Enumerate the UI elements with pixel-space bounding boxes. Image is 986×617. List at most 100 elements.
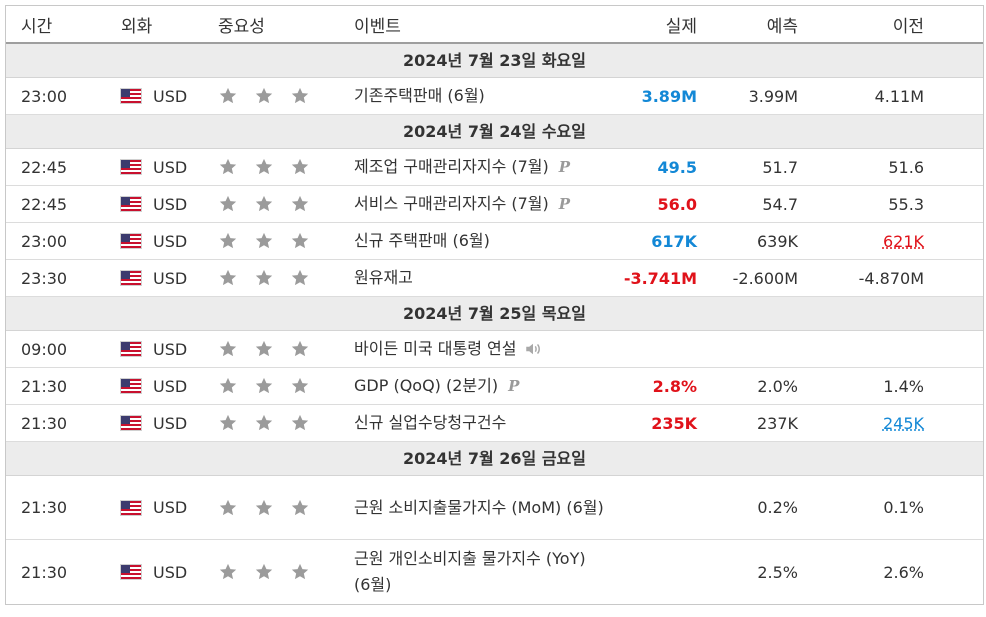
event-name[interactable]: 신규 주택판매 (6월)	[354, 231, 490, 250]
previous-text[interactable]: 245K	[882, 413, 924, 433]
star-icon	[290, 268, 310, 288]
event-time: 21:30	[21, 413, 68, 433]
forecast-value: 51.7	[762, 157, 798, 177]
star-icon	[218, 86, 238, 106]
previous-value: 1.4%	[806, 368, 924, 404]
star-icon	[290, 498, 310, 518]
us-flag-icon	[121, 234, 141, 248]
event-time: 23:30	[21, 268, 68, 288]
star-icon	[290, 231, 310, 251]
forecast-value: 237K	[756, 413, 798, 433]
event-cell: 신규 실업수당청구건수	[354, 405, 614, 441]
preliminary-badge-icon: P	[508, 377, 520, 395]
table-row[interactable]: 23:00 USD 기존주택판매 (6월) 3.89M 3.99M 4.11M	[6, 78, 983, 115]
star-icon	[254, 231, 274, 251]
star-icon	[290, 376, 310, 396]
header-importance[interactable]: 중요성	[218, 16, 265, 37]
us-flag-icon	[121, 500, 141, 515]
table-row[interactable]: 21:30 USD GDP (QoQ) (2분기) P 2.8% 2.0% 1.4%	[6, 368, 983, 405]
event-name[interactable]: GDP (QoQ) (2분기)	[354, 376, 499, 395]
event-name[interactable]: 근원 개인소비지출 물가지수 (YoY) (6월)	[354, 549, 586, 594]
importance-stars	[218, 405, 309, 441]
us-flag-icon	[121, 342, 141, 356]
header-currency[interactable]: 외화	[121, 16, 153, 37]
importance-stars	[218, 476, 310, 539]
currency-cell: USD	[121, 331, 211, 367]
previous-text: -4.870M	[858, 268, 924, 288]
forecast-value: 2.0%	[757, 376, 798, 396]
table-row[interactable]: 21:30 USD 근원 개인소비지출 물가지수 (YoY) (6월) 2.5% 2.6…	[6, 540, 983, 604]
date-row: 2024년 7월 26일 금요일	[6, 442, 983, 476]
header-previous[interactable]: 이전	[892, 16, 924, 37]
star-icon	[254, 498, 274, 518]
forecast-value	[696, 331, 798, 367]
star-icon	[218, 498, 238, 518]
star-icon	[290, 157, 310, 177]
star-icon	[290, 194, 310, 214]
currency-code: USD	[153, 194, 188, 214]
table-row[interactable]: 21:30 USD 신규 실업수당청구건수 235K 237K 245K	[6, 405, 983, 442]
us-flag-icon	[121, 416, 141, 430]
header-event[interactable]: 이벤트	[354, 16, 401, 37]
table-row[interactable]: 23:30 USD 원유재고 -3.741M -2.600M -4.870M	[6, 260, 983, 297]
currency-code: USD	[153, 339, 188, 359]
star-icon	[254, 413, 274, 433]
previous-text: 4.11M	[874, 86, 924, 106]
importance-stars	[218, 540, 309, 604]
importance-stars	[218, 331, 309, 367]
table-row[interactable]: 22:45 USD 서비스 구매관리자지수 (7월) P 56.0 54.7 55.3	[6, 186, 983, 223]
header-forecast[interactable]: 예측	[766, 16, 798, 37]
event-cell: 서비스 구매관리자지수 (7월) P	[354, 186, 614, 222]
event-name[interactable]: 서비스 구매관리자지수 (7월)	[354, 194, 549, 213]
currency-code: USD	[153, 86, 188, 106]
event-cell: 근원 소비지출물가지수 (MoM) (6월)	[354, 476, 604, 539]
importance-stars	[218, 186, 310, 222]
star-icon	[254, 268, 274, 288]
event-name[interactable]: 제조업 구매관리자지수 (7월)	[354, 157, 549, 176]
currency-cell: USD	[121, 540, 211, 604]
speaker-icon[interactable]	[524, 340, 542, 358]
event-cell: 기존주택판매 (6월)	[354, 78, 614, 114]
importance-stars	[218, 223, 310, 259]
table-row[interactable]: 21:30 USD 근원 소비지출물가지수 (MoM) (6월) 0.2% 0.1%	[6, 476, 983, 540]
event-cell: 근원 개인소비지출 물가지수 (YoY) (6월)	[354, 540, 604, 604]
importance-stars	[218, 149, 310, 185]
actual-value	[596, 476, 697, 539]
star-icon	[218, 376, 238, 396]
event-name[interactable]: 바이든 미국 대통령 연설	[354, 339, 517, 358]
previous-text[interactable]: 621K	[882, 231, 924, 251]
table-header: 시간 외화 중요성 이벤트 실제 예측 이전	[6, 6, 983, 44]
currency-cell: USD	[121, 149, 211, 185]
star-icon	[254, 157, 274, 177]
event-name[interactable]: 신규 실업수당청구건수	[354, 413, 507, 432]
currency-cell: USD	[121, 78, 211, 114]
previous-value: 621K	[806, 223, 924, 259]
header-actual[interactable]: 실제	[665, 16, 697, 37]
currency-code: USD	[153, 376, 188, 396]
event-time: 09:00	[21, 339, 68, 359]
star-icon	[254, 86, 274, 106]
event-name[interactable]: 기존주택판매 (6월)	[354, 86, 485, 105]
table-row[interactable]: 23:00 USD 신규 주택판매 (6월) 617K 639K 621K	[6, 223, 983, 260]
date-label: 2024년 7월 24일 수요일	[403, 122, 586, 141]
currency-cell: USD	[121, 368, 211, 404]
actual-value: 235K	[651, 413, 697, 433]
star-icon	[254, 339, 274, 359]
forecast-value: -2.600M	[732, 268, 798, 288]
event-name[interactable]: 근원 소비지출물가지수 (MoM) (6월)	[354, 497, 604, 517]
date-row: 2024년 7월 23일 화요일	[6, 44, 983, 78]
us-flag-icon	[121, 160, 141, 174]
forecast-value: 2.5%	[757, 562, 798, 582]
table-row[interactable]: 09:00 USD 바이든 미국 대통령 연설	[6, 331, 983, 368]
star-icon	[218, 268, 238, 288]
event-name[interactable]: 원유재고	[354, 268, 413, 287]
event-cell: 원유재고	[354, 260, 614, 296]
actual-value	[596, 331, 697, 367]
currency-code: USD	[153, 562, 188, 582]
currency-cell: USD	[121, 223, 211, 259]
date-label: 2024년 7월 23일 화요일	[403, 51, 586, 70]
event-cell: 신규 주택판매 (6월)	[354, 223, 614, 259]
header-time[interactable]: 시간	[21, 16, 53, 37]
previous-text: 1.4%	[883, 376, 924, 396]
table-row[interactable]: 22:45 USD 제조업 구매관리자지수 (7월) P 49.5 51.7 51.6	[6, 149, 983, 186]
